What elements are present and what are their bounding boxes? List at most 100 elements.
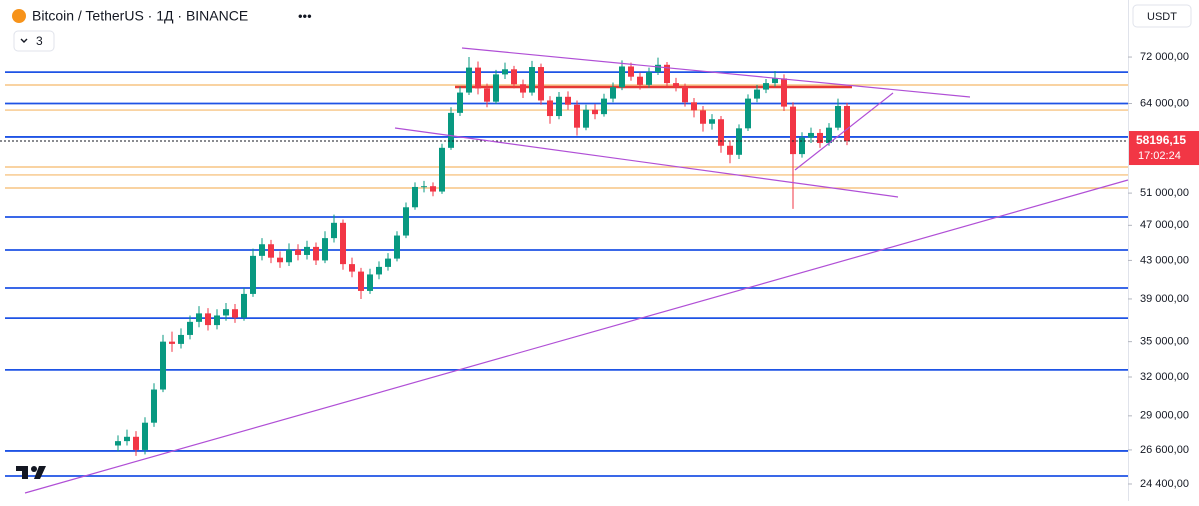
candle-body (349, 264, 355, 272)
candle-body (610, 87, 616, 99)
candle-body (313, 246, 319, 261)
candle-body (799, 137, 805, 155)
candle-body (259, 244, 265, 256)
candle-body (358, 271, 364, 291)
candle-body (745, 98, 751, 129)
y-tick-label: 72 000,00 (1140, 51, 1189, 63)
candle-body (628, 66, 634, 77)
trend-line (24, 179, 1129, 494)
candle-body (673, 83, 679, 87)
y-tick-label: 32 000,00 (1140, 371, 1189, 383)
candle-body (592, 109, 598, 115)
candle-body (394, 235, 400, 259)
candle-body (430, 186, 436, 192)
y-tick-label: 29 000,00 (1140, 410, 1189, 422)
candle-body (475, 67, 481, 89)
candle-body (484, 88, 490, 102)
candle-body (826, 127, 832, 144)
candle-body (790, 106, 796, 155)
candle-body (763, 83, 769, 90)
candle-body (547, 100, 553, 117)
y-tick-label: 43 000,00 (1140, 254, 1189, 266)
candle-body (142, 422, 148, 450)
coin-icon (12, 9, 26, 23)
logo (16, 466, 46, 479)
menu-dots[interactable]: ••• (298, 8, 312, 23)
candle-body (124, 436, 130, 442)
candle-body (322, 238, 328, 261)
candle-body (448, 112, 454, 148)
candle-body (718, 119, 724, 146)
candle-body (565, 96, 571, 105)
candle-body (196, 313, 202, 322)
candle-body (205, 313, 211, 326)
candle-body (538, 67, 544, 101)
y-tick-label: 64 000,00 (1140, 97, 1189, 109)
candle-body (367, 274, 373, 291)
candle-body (439, 147, 445, 192)
candle-body (700, 110, 706, 124)
last-price-label: 58196,15 (1136, 133, 1186, 147)
candle-body (727, 145, 733, 155)
candle-body (493, 74, 499, 102)
candle-body (151, 389, 157, 423)
candle-body (781, 78, 787, 107)
trend-line (394, 127, 899, 198)
candle-body (601, 98, 607, 115)
trend-line (794, 92, 894, 171)
price-axis (1128, 0, 1199, 501)
candle-body (340, 222, 346, 265)
currency: USDT (1147, 11, 1177, 23)
candle-body (682, 86, 688, 103)
y-tick-label: 24 400,00 (1140, 478, 1189, 490)
candle-body (520, 84, 526, 93)
last-price-box (1129, 131, 1199, 166)
candle-body (268, 244, 274, 258)
candle-body (160, 341, 166, 390)
candle-body (772, 78, 778, 84)
candle-body (655, 64, 661, 73)
candle-body (178, 334, 184, 344)
candle-body (133, 436, 139, 450)
plot-area (0, 57, 1128, 477)
candle-body (412, 186, 418, 208)
indicator-toggle[interactable] (13, 30, 55, 52)
candle-body (403, 207, 409, 236)
candle-body (286, 249, 292, 263)
countdown: 17:02:24 (1138, 150, 1181, 162)
candle-body (691, 102, 697, 111)
indicator-count: 3 (36, 34, 43, 48)
candle-body (835, 105, 841, 128)
candle-body (241, 293, 247, 318)
candle-body (421, 186, 427, 188)
candle-body (376, 266, 382, 275)
candle-body (736, 128, 742, 155)
candle-body (709, 119, 715, 124)
candle-body (169, 341, 175, 344)
chevron (20, 38, 28, 43)
y-tick-label: 26 600,00 (1140, 444, 1189, 456)
candle-body (556, 96, 562, 117)
candle-body (187, 321, 193, 335)
candle-body (250, 255, 256, 294)
drawings (24, 47, 1129, 494)
candle-body (817, 132, 823, 144)
candle-body (295, 249, 301, 255)
currency-button[interactable] (1132, 4, 1192, 28)
candle-body (502, 69, 508, 75)
candle-body (331, 222, 337, 239)
candle-body (214, 315, 220, 326)
y-tick-label: 39 000,00 (1140, 293, 1189, 305)
candle-body (637, 76, 643, 85)
candle-body (511, 69, 517, 85)
candle-body (619, 66, 625, 88)
candle-body (529, 67, 535, 93)
candle-body (223, 309, 229, 316)
candle-body (304, 246, 310, 255)
candle-body (232, 309, 238, 318)
symbol-title: Bitcoin / TetherUS · 1Д · BINANCE (32, 8, 248, 24)
candle-body (115, 441, 121, 446)
trend-line (461, 47, 971, 98)
